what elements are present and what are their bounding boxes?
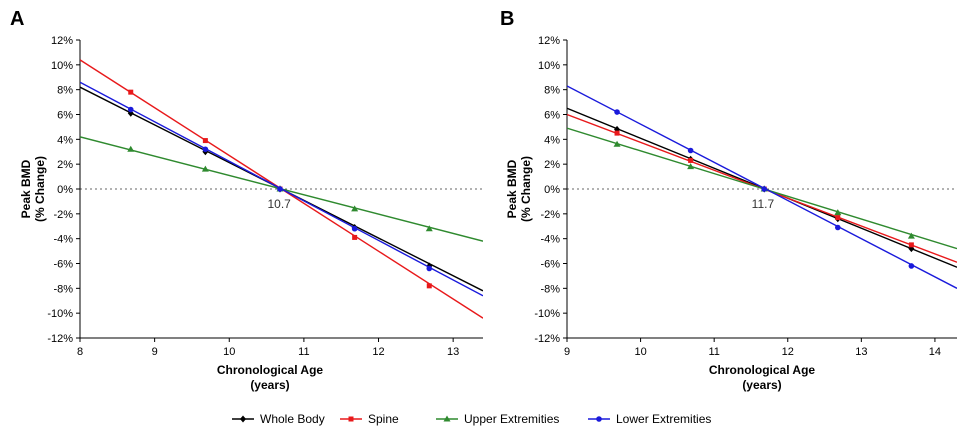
x-axis-unit: (years) <box>250 378 289 392</box>
y-tick-label: 6% <box>57 110 73 122</box>
y-tick-label: 12% <box>51 35 73 47</box>
y-tick-label: 0% <box>57 184 73 196</box>
legend-marker-icon <box>240 415 246 423</box>
y-tick-label: 2% <box>57 159 73 171</box>
x-axis-title: Chronological Age <box>709 363 816 377</box>
x-axis-unit: (years) <box>742 378 781 392</box>
y-tick-label: -4% <box>540 234 560 246</box>
data-point-lower-extremities <box>687 147 694 154</box>
series-group <box>567 85 957 289</box>
x-tick-label: 12 <box>782 346 794 358</box>
series-group <box>80 59 483 319</box>
data-point-spine <box>426 283 432 289</box>
data-point-spine <box>688 157 694 163</box>
y-tick-label: 10% <box>51 60 73 72</box>
legend-marker-icon <box>596 416 602 422</box>
data-point-upper-extremities <box>907 232 915 239</box>
legend-label: Spine <box>368 412 399 426</box>
x-tick-label: 9 <box>152 346 158 358</box>
y-tick-label: 10% <box>538 60 560 72</box>
x-tick-label: 13 <box>447 346 459 358</box>
legend-item-lower-extremities: Lower Extremities <box>588 412 711 426</box>
data-point-upper-extremities <box>351 205 359 212</box>
y-tick-label: -8% <box>53 283 73 295</box>
data-point-spine <box>908 242 914 248</box>
y-axis-title: Peak BMD <box>505 159 519 218</box>
legend-marker-icon <box>443 415 451 422</box>
data-point-lower-extremities <box>351 225 358 232</box>
data-point-lower-extremities <box>908 263 915 269</box>
y-tick-label: -8% <box>540 283 560 295</box>
y-tick-label: -6% <box>53 259 73 271</box>
data-point-upper-extremities <box>834 209 842 216</box>
y-tick-label: -2% <box>53 209 73 221</box>
y-tick-label: 4% <box>544 134 560 146</box>
data-point-spine <box>202 138 208 144</box>
legend-label: Lower Extremities <box>616 412 711 426</box>
y-tick-label: -4% <box>53 234 73 246</box>
legend-item-spine: Spine <box>340 412 399 426</box>
data-point-upper-extremities <box>425 225 433 232</box>
data-point-upper-extremities <box>127 145 135 152</box>
intersection-annotation: 11.7 <box>752 197 775 211</box>
data-point-upper-extremities <box>613 140 621 147</box>
y-tick-label: 0% <box>544 184 560 196</box>
y-tick-label: -12% <box>534 333 560 345</box>
legend: Whole Body Spine Upper Extremities Lower Ex… <box>232 412 711 426</box>
data-point-spine <box>614 130 620 136</box>
legend-label: Whole Body <box>260 412 325 426</box>
y-tick-label: -12% <box>47 333 73 345</box>
data-point-spine <box>128 89 134 95</box>
data-point-lower-extremities <box>834 224 841 231</box>
y-tick-label: 6% <box>544 110 560 122</box>
data-point-lower-extremities <box>614 109 620 115</box>
x-tick-label: 9 <box>564 346 570 358</box>
y-tick-label: 4% <box>57 134 73 146</box>
y-tick-label: -10% <box>534 308 560 320</box>
y-tick-label: 12% <box>538 35 560 47</box>
data-point-upper-extremities <box>687 163 695 170</box>
legend-label: Upper Extremities <box>464 412 559 426</box>
data-point-lower-extremities <box>127 106 134 113</box>
y-tick-label: 8% <box>544 85 560 97</box>
x-tick-label: 10 <box>223 346 235 358</box>
data-point-spine <box>352 234 358 240</box>
data-point-lower-extremities <box>277 186 283 192</box>
chart-panel-b: B -12% -10% -8% -6% -4% -2% 0% 2% 4% 6% 8% 10% 12% 9 10… <box>500 8 957 392</box>
data-point-lower-extremities <box>761 186 768 192</box>
legend-marker-icon <box>348 416 354 422</box>
chart-panel-a: A -12% -10% -8% -6% -4% -2% 0% 2% 4% 6% 8% 10% 12% 8 9 1… <box>10 8 483 392</box>
x-tick-label: 8 <box>77 346 83 358</box>
y-tick-label: 2% <box>544 159 560 171</box>
x-tick-label: 11 <box>708 346 719 358</box>
data-point-lower-extremities <box>202 146 209 153</box>
x-tick-label: 12 <box>372 346 384 358</box>
y-axis-unit: (% Change) <box>519 156 533 222</box>
x-axis-title: Chronological Age <box>217 363 324 377</box>
legend-item-whole-body: Whole Body <box>232 412 325 426</box>
x-tick-label: 13 <box>855 346 867 358</box>
x-tick-label: 14 <box>929 346 941 358</box>
y-tick-label: -6% <box>540 259 560 271</box>
panel-label: B <box>500 8 514 30</box>
y-axis-title: Peak BMD <box>19 159 33 218</box>
data-point-spine <box>835 215 841 221</box>
y-tick-label: -2% <box>540 209 560 221</box>
y-axis-unit: (% Change) <box>33 156 47 222</box>
data-point-upper-extremities <box>201 165 209 172</box>
data-point-lower-extremities <box>426 265 433 272</box>
intersection-annotation: 10.7 <box>268 197 292 211</box>
y-tick-label: -10% <box>47 308 73 320</box>
x-tick-label: 11 <box>298 346 309 358</box>
panel-label: A <box>10 8 24 30</box>
x-tick-label: 10 <box>634 346 646 358</box>
y-tick-label: 8% <box>57 85 73 97</box>
legend-item-upper-extremities: Upper Extremities <box>436 412 559 426</box>
series-line-lower-extremities <box>567 85 957 289</box>
